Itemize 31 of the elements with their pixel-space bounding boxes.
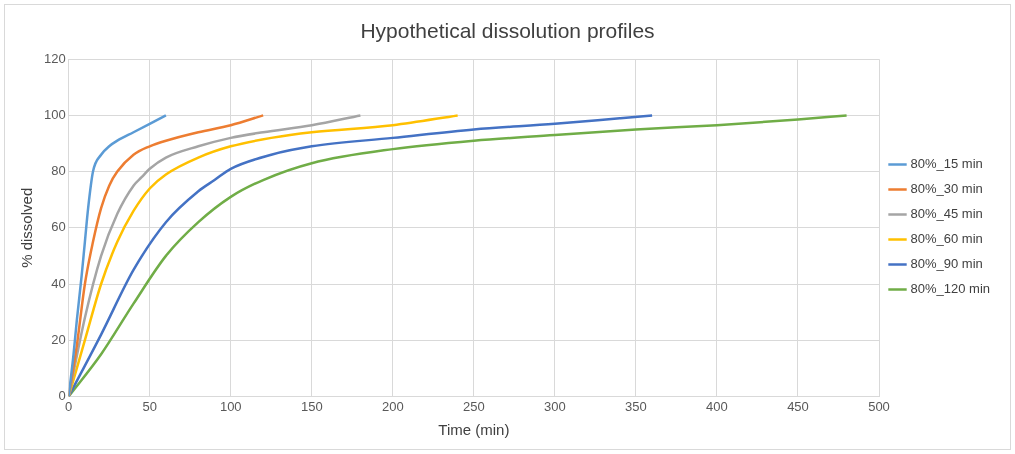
legend-label: 80%_30 min [910, 181, 983, 197]
y-tick-label: 20 [51, 331, 66, 347]
y-tick-label: 100 [43, 106, 66, 122]
x-tick-label: 150 [300, 398, 323, 414]
x-tick-label: 200 [381, 398, 404, 414]
x-tick-label: 300 [544, 398, 566, 414]
y-tick-label: 80 [51, 163, 66, 179]
chart-title: Hypothetical dissolution profiles [360, 19, 655, 43]
x-tick-label: 250 [462, 398, 485, 414]
x-tick-label: 400 [706, 398, 728, 414]
y-tick-label: 0 [58, 387, 66, 403]
line-series [68, 114, 654, 397]
x-tick-label: 500 [868, 398, 890, 414]
x-tick-label: 350 [625, 398, 647, 414]
line-series [68, 114, 168, 397]
y-axis-title: % dissolved [18, 187, 36, 268]
y-tick-label: 40 [51, 275, 66, 291]
legend-label: 80%_45 min [910, 206, 983, 222]
y-tick-label: 60 [51, 219, 66, 235]
x-tick-label: 450 [787, 398, 809, 414]
legend-label: 80%_60 min [910, 231, 983, 247]
x-tick-label: 50 [142, 398, 157, 414]
line-series [68, 114, 848, 397]
legend-label: 80%_120 min [910, 281, 990, 297]
legend-label: 80%_15 min [910, 156, 983, 172]
x-tick-label: 100 [219, 398, 242, 414]
legend-label: 80%_90 min [910, 256, 983, 272]
y-tick-label: 120 [43, 50, 66, 66]
line-series [68, 114, 459, 397]
x-axis-title: Time (min) [438, 421, 510, 439]
line-series [68, 114, 362, 397]
